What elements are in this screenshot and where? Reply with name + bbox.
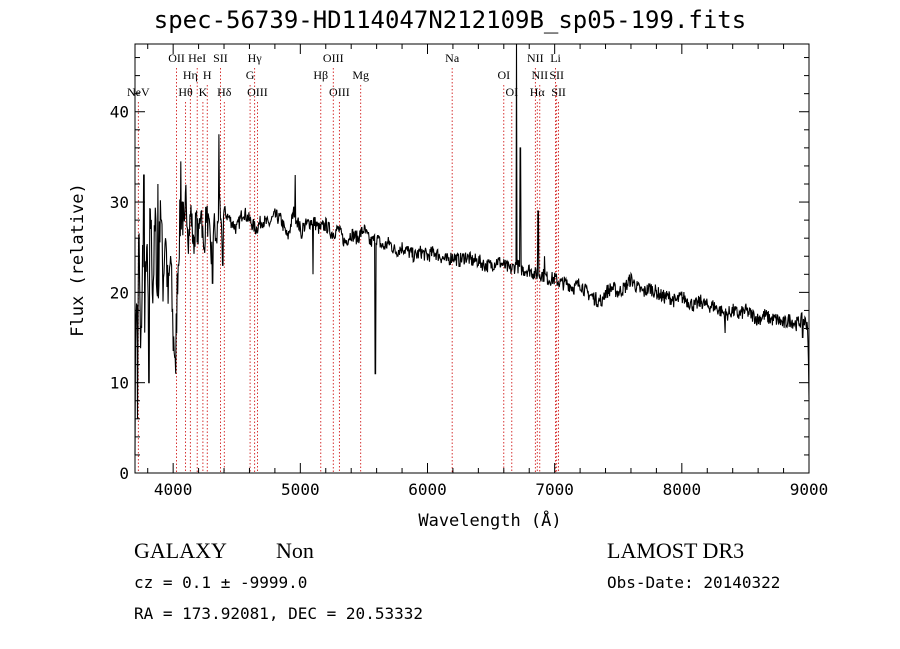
x-tick-label-3: 7000 <box>535 480 574 499</box>
line-marker-label-3: Hη <box>183 68 198 82</box>
x-tick-label-1: 5000 <box>281 480 320 499</box>
x-axis-label: Wavelength (Å) <box>418 511 562 531</box>
line-marker-label-21: Hα <box>530 85 546 99</box>
x-tick-label-5: 9000 <box>790 480 829 499</box>
coordinates-readout: RA = 173.92081, DEC = 20.53332 <box>134 604 423 623</box>
x-tick-label-2: 6000 <box>408 480 447 499</box>
line-marker-label-4: HeI <box>188 51 206 65</box>
line-marker-label-11: OIII <box>247 85 268 99</box>
line-markers <box>137 68 560 473</box>
x-tick-label-4: 8000 <box>663 480 702 499</box>
axis-tick-labels: 4000 5000 6000 7000 8000 9000 0 10 20 30 40 <box>110 103 829 499</box>
y-tick-label-3: 30 <box>110 193 129 212</box>
line-marker-label-23: SII <box>549 68 564 82</box>
redshift-readout: cz = 0.1 ± -9999.0 <box>134 573 308 592</box>
line-marker-label-24: SII <box>551 85 566 99</box>
line-marker-label-7: SII <box>213 51 228 65</box>
line-marker-label-12: Hβ <box>313 68 328 82</box>
object-subclass: Non <box>276 538 314 563</box>
y-tick-label-2: 20 <box>110 283 129 302</box>
line-marker-label-10: G <box>246 68 255 82</box>
y-axis-label: Flux (relative) <box>68 183 88 337</box>
plot-frame <box>134 43 810 474</box>
line-marker-label-16: Na <box>445 51 460 65</box>
line-marker-label-22: Li <box>550 51 561 65</box>
object-class: GALAXY <box>134 538 227 563</box>
axis-ticks <box>135 44 810 474</box>
line-marker-label-0: NeV <box>127 85 150 99</box>
survey-name: LAMOST DR3 <box>607 538 745 563</box>
obs-date: Obs-Date: 20140322 <box>607 573 781 592</box>
line-marker-label-9: Hγ <box>248 51 263 65</box>
y-tick-label-0: 0 <box>119 464 129 483</box>
line-marker-label-18: OI <box>505 85 518 99</box>
y-tick-label-4: 40 <box>110 103 129 122</box>
line-marker-label-2: Hθ <box>178 85 193 99</box>
line-marker-label-5: K <box>199 85 208 99</box>
chart-title: spec-56739-HD114047N212109B_sp05-199.fit… <box>153 6 747 34</box>
line-marker-label-14: OIII <box>329 85 350 99</box>
x-tick-label-0: 4000 <box>154 480 193 499</box>
line-marker-label-1: OII <box>168 51 185 65</box>
line-marker-label-20: NII <box>531 68 548 82</box>
line-marker-label-6: H <box>203 68 212 82</box>
line-marker-label-13: OIII <box>323 51 344 65</box>
line-marker-label-15: Mg <box>352 68 369 82</box>
line-marker-label-19: NII <box>527 51 544 65</box>
spectrum-line <box>134 43 810 455</box>
line-marker-label-17: OI <box>497 68 510 82</box>
line-marker-labels: NeVOIIHθHηHeIKHSIIHδHγGOIIIHβOIIIOIIIMgN… <box>127 51 566 99</box>
y-tick-label-1: 10 <box>110 374 129 393</box>
line-marker-label-8: Hδ <box>217 85 232 99</box>
